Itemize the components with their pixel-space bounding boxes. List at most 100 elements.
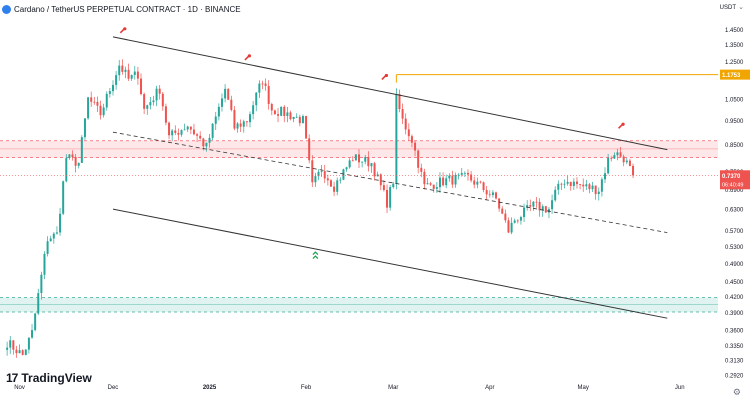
candle-body <box>622 156 625 163</box>
candle-body <box>180 130 183 135</box>
candle-body <box>208 137 211 143</box>
candle-body <box>155 88 158 101</box>
candle-body <box>404 118 407 130</box>
buy-marker-icon <box>312 251 319 256</box>
candle-body <box>168 122 171 136</box>
candle-body <box>12 340 15 350</box>
candle-body <box>342 169 345 180</box>
candle-body <box>470 174 473 181</box>
last-price-text: 0.7370 <box>722 174 741 180</box>
candle-body <box>96 101 99 106</box>
candle-body <box>594 185 597 195</box>
candle-body <box>52 233 55 239</box>
candle-body <box>289 112 292 120</box>
candle-body <box>15 349 18 354</box>
candle-body <box>619 152 622 157</box>
candle-body <box>392 183 395 188</box>
candle-body <box>127 69 130 79</box>
candle-body <box>476 181 479 185</box>
candle-body <box>43 253 46 275</box>
candle-body <box>55 232 58 234</box>
candle-body <box>283 106 286 116</box>
candle-body <box>507 220 510 233</box>
candle-body <box>295 116 298 118</box>
candle-body <box>566 181 569 184</box>
candle-body <box>323 171 326 179</box>
candle-body <box>111 84 114 92</box>
candle-body <box>410 136 413 143</box>
candle-body <box>161 93 164 107</box>
candle-body <box>457 174 460 176</box>
candle-body <box>579 184 582 185</box>
x-tick-label: Feb <box>301 385 312 391</box>
candle-body <box>280 106 283 116</box>
candle-body <box>361 161 364 163</box>
candle-body <box>351 160 354 162</box>
candle-body <box>46 241 49 254</box>
candle-body <box>398 93 401 110</box>
x-tick-label: Jun <box>675 385 685 391</box>
candle-body <box>600 179 603 192</box>
y-tick-label: 0.6300 <box>725 208 744 214</box>
candle-body <box>485 190 488 195</box>
candle-body <box>373 163 376 177</box>
candles <box>6 59 635 358</box>
candle-body <box>183 129 186 131</box>
candle-body <box>298 116 301 124</box>
candle-body <box>333 186 336 192</box>
candle-body <box>6 347 9 350</box>
candle-body <box>311 160 314 183</box>
candle-body <box>71 154 74 158</box>
candle-body <box>348 160 351 168</box>
candle-body <box>414 142 417 151</box>
candle-body <box>261 83 264 85</box>
candle-body <box>610 157 613 159</box>
candle-body <box>292 116 295 120</box>
candle-body <box>426 183 429 185</box>
candle-body <box>495 192 498 199</box>
candle-body <box>529 205 532 207</box>
candle-body <box>544 206 547 213</box>
candle-body <box>454 174 457 185</box>
candle-body <box>37 293 40 314</box>
channel-lower-line <box>112 208 668 319</box>
symbol-title[interactable]: Cardano / TetherUS PERPETUAL CONTRACT · … <box>14 4 241 14</box>
candle-body <box>395 93 398 184</box>
candle-body <box>267 85 270 105</box>
candle-body <box>532 201 535 207</box>
candle-body <box>463 172 466 174</box>
candle-body <box>557 183 560 190</box>
candle-body <box>83 118 86 138</box>
chevron-down-icon[interactable]: ⌄ <box>738 4 744 11</box>
candle-body <box>230 99 233 110</box>
tradingview-logo[interactable]: 17 TradingView <box>6 371 92 385</box>
candle-body <box>301 116 304 124</box>
candle-body <box>591 185 594 190</box>
candle-body <box>258 83 261 93</box>
candle-body <box>551 200 554 210</box>
candle-body <box>31 330 34 338</box>
currency-label[interactable]: USDT <box>719 5 736 11</box>
candle-body <box>136 71 139 79</box>
candle-body <box>407 129 410 137</box>
candle-body <box>336 180 339 192</box>
candle-body <box>80 137 83 163</box>
level-badge-text: 1.1753 <box>722 73 741 79</box>
candle-body <box>214 116 217 124</box>
y-tick-label: 1.3500 <box>725 43 744 49</box>
candle-body <box>604 173 607 180</box>
candle-body <box>146 105 149 109</box>
candle-body <box>438 177 441 188</box>
chart-header: Cardano / TetherUS PERPETUAL CONTRACT · … <box>2 3 241 15</box>
x-tick-label: Mar <box>388 385 398 391</box>
candle-body <box>202 138 205 147</box>
gear-icon[interactable]: ⚙ <box>732 387 741 397</box>
candle-body <box>588 184 591 190</box>
y-tick-label: 0.3130 <box>725 359 744 365</box>
candle-body <box>367 157 370 167</box>
candle-body <box>632 165 635 176</box>
y-tick-label: 0.4200 <box>725 295 744 301</box>
candle-body <box>62 181 65 214</box>
candle-body <box>199 135 202 139</box>
